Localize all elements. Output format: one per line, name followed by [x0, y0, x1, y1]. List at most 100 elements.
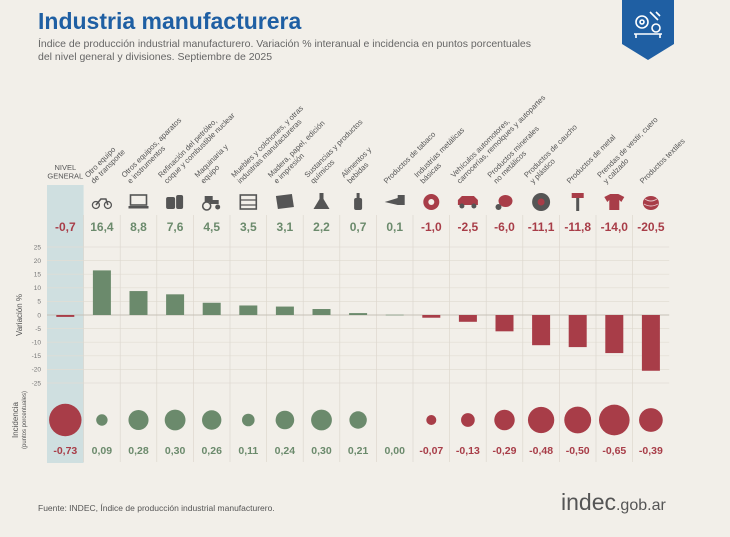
category-label-line: NIVEL	[54, 163, 76, 172]
category-label: Productos textiles	[638, 137, 687, 186]
incidence-bubble	[241, 413, 255, 427]
incidence-bubble	[275, 410, 295, 430]
value-label: 3,1	[277, 220, 294, 234]
coil-icon	[423, 194, 440, 210]
bar	[239, 305, 258, 315]
incidence-bubble	[202, 410, 222, 430]
incidence-bubble	[164, 409, 186, 431]
bar	[349, 313, 368, 315]
incidence-label: -0,07	[419, 445, 443, 457]
bar	[385, 314, 404, 316]
incidence-label: 0,09	[92, 445, 113, 457]
y-tick-label: 20	[34, 258, 42, 265]
category-label-line: GENERAL	[47, 172, 83, 181]
dresser-icon	[239, 194, 258, 210]
page-title: Industria manufacturera	[38, 8, 302, 34]
category-label-line: Productos textiles	[638, 137, 687, 186]
bar	[495, 315, 514, 332]
value-label: 7,6	[167, 220, 184, 234]
incidence-label: 0,00	[384, 445, 405, 457]
fuel-tank-icon	[166, 195, 184, 209]
bar	[641, 315, 660, 371]
page-subtitle: Índice de producción industrial manufact…	[38, 38, 598, 64]
car-icon	[457, 196, 478, 209]
bar	[458, 315, 477, 322]
incidence-label: -0,48	[529, 445, 553, 457]
computer-icon	[128, 194, 149, 209]
incidence-label: 0,11	[238, 445, 258, 457]
incidence-bubble	[494, 409, 515, 431]
y-tick-label: -5	[35, 326, 41, 333]
y-tick-label: 0	[37, 312, 41, 319]
y-tick-label: -25	[32, 380, 42, 387]
incidence-bubble	[564, 406, 592, 434]
incidence-label: 0,30	[165, 445, 186, 457]
incidence-label: -0,50	[566, 445, 590, 457]
industry-badge-icon	[622, 0, 674, 60]
motorcycle-icon	[91, 198, 113, 210]
incidence-axis-unit: (puntos porcentuales)	[22, 391, 28, 449]
bar	[312, 309, 331, 315]
value-label: -0,7	[55, 220, 76, 234]
bar	[275, 306, 294, 315]
value-label: -11,1	[528, 220, 555, 234]
bar	[92, 270, 111, 315]
bar	[605, 315, 624, 354]
incidence-bubble	[527, 406, 555, 434]
bar	[166, 294, 185, 315]
incidence-bubble	[311, 409, 332, 431]
incidence-bubble	[49, 403, 82, 437]
incidence-axis-title: Incidencia	[11, 401, 20, 438]
pipe-icon	[384, 195, 405, 205]
y-tick-label: 15	[34, 272, 42, 279]
bar	[568, 315, 587, 348]
category-label: Otro equipode transporte	[83, 141, 127, 185]
incidence-label: -0,73	[53, 445, 77, 457]
flask-icon	[313, 193, 330, 209]
incidence-label: -0,29	[493, 445, 517, 457]
incidence-label: -0,39	[639, 445, 663, 457]
brand-domain: .gob.ar	[615, 497, 666, 514]
value-label: -14,0	[601, 220, 629, 234]
incidence-bubble	[349, 411, 367, 429]
value-label: 3,5	[240, 220, 257, 234]
bar	[129, 291, 148, 315]
tractor-icon	[201, 196, 221, 211]
value-label: 16,4	[90, 220, 114, 234]
bottle-icon	[354, 193, 363, 210]
source-note: Fuente: INDEC, Índice de producción indu…	[38, 503, 275, 513]
subtitle-line-1: Índice de producción industrial manufact…	[38, 38, 532, 50]
y-tick-label: 25	[34, 244, 42, 251]
y-tick-label: 10	[34, 285, 42, 292]
paper-icon	[275, 194, 294, 209]
value-label: 0,1	[386, 220, 403, 234]
incidence-bubble	[639, 408, 663, 432]
yarn-icon	[642, 196, 659, 210]
incidence-label: -0,13	[456, 445, 480, 457]
value-label: 2,2	[313, 220, 330, 234]
indec-logo: indec.gob.ar	[561, 489, 666, 516]
tire-icon	[532, 193, 551, 211]
value-label: -11,8	[564, 220, 591, 234]
y-tick-label: -20	[32, 367, 42, 374]
incidence-bubble	[426, 414, 437, 426]
value-label: 4,5	[203, 220, 220, 234]
incidence-label: 0,28	[128, 445, 149, 457]
brand-main: indec	[561, 489, 616, 515]
bar	[532, 315, 551, 346]
y-tick-label: -15	[32, 353, 42, 360]
incidence-label: -0,65	[602, 445, 626, 457]
category-label-general: NIVEL GENERAL	[47, 163, 83, 181]
value-label: -1,0	[421, 220, 442, 234]
value-label: 8,8	[130, 220, 147, 234]
y-tick-label: 5	[37, 299, 41, 306]
value-label: -2,5	[458, 220, 479, 234]
category-label: Alimentos ybebidas	[339, 145, 379, 185]
incidence-label: 0,24	[275, 445, 296, 457]
incidence-bubble	[96, 414, 108, 426]
value-label: -20,5	[637, 220, 665, 234]
incidence-bubble	[598, 404, 630, 436]
y-axis-title: Variación %	[15, 294, 24, 336]
incidence-label: 0,26	[201, 445, 222, 457]
